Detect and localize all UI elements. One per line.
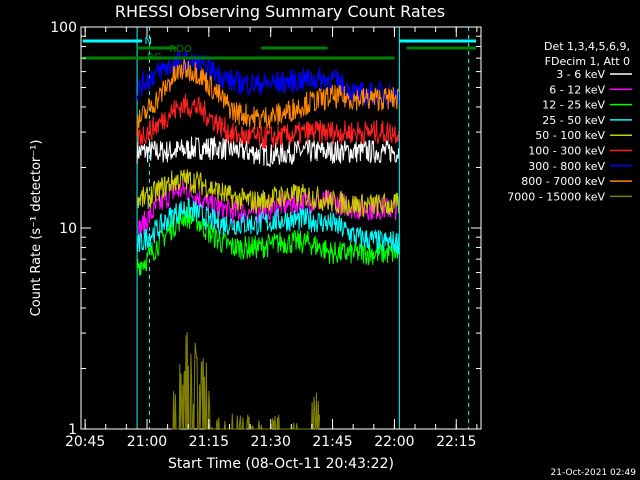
x-tick-label: 21:30 [251,434,291,450]
legend-entry-label: 12 - 25 keV [542,99,605,112]
legend-entry-label: 50 - 100 keV [535,129,605,142]
legend-header: Det 1,3,4,5,6,9, [544,40,630,53]
legend-entry-label: 100 - 300 keV [528,145,605,158]
series-line [136,50,400,106]
series-line [136,135,400,168]
timestamp: 21-Oct-2021 02:49 [551,468,637,478]
legend: Det 1,3,4,5,6,9, FDecim 1, Att 03 - 6 keV… [507,40,632,203]
series-line [136,56,400,136]
legend-entry-label: 300 - 800 keV [528,160,605,173]
y-tick-label: 10 [59,221,77,237]
x-axis-label: Start Time (08-Oct-11 20:43:22) [168,456,394,472]
y-tick-label: 100 [50,20,77,36]
flags-layer: N RDO RG [82,36,477,63]
y-axis: 1 10 100 [50,20,481,438]
x-tick-label: 20:45 [65,434,105,450]
legend-entry-label: 3 - 6 keV [556,68,605,81]
series-line [171,331,321,430]
legend-entry-label: 7000 - 15000 keV [507,190,605,203]
legend-entry-label: 25 - 50 keV [542,114,605,127]
legend-entry-label: 6 - 12 keV [549,83,605,96]
instrument-intervals [136,27,470,429]
night-flag-label: N [145,36,152,47]
x-tick-label: 22:15 [436,434,476,450]
legend-header: FDecim 1, Att 0 [545,55,630,68]
series-line [136,197,400,255]
x-tick-label: 22:00 [374,434,414,450]
series-line [136,93,400,149]
y-axis-label: Count Rate (s⁻¹ detector⁻¹) [29,140,44,317]
legend-entry-label: 800 - 7000 keV [521,175,605,188]
series-line [136,169,400,217]
x-axis: 20:45 21:00 21:15 21:30 21:45 22:00 22:15 [65,27,478,450]
y-tick-label: 1 [68,422,77,438]
x-tick-label: 21:45 [312,434,352,450]
rg-flag-label: RG [147,52,162,63]
x-tick-label: 21:00 [127,434,167,450]
x-tick-label: 21:15 [189,434,229,450]
rdo-flag-label: RDO [169,44,192,55]
chart-title: RHESSI Observing Summary Count Rates [115,2,445,21]
series-layer [136,50,400,430]
